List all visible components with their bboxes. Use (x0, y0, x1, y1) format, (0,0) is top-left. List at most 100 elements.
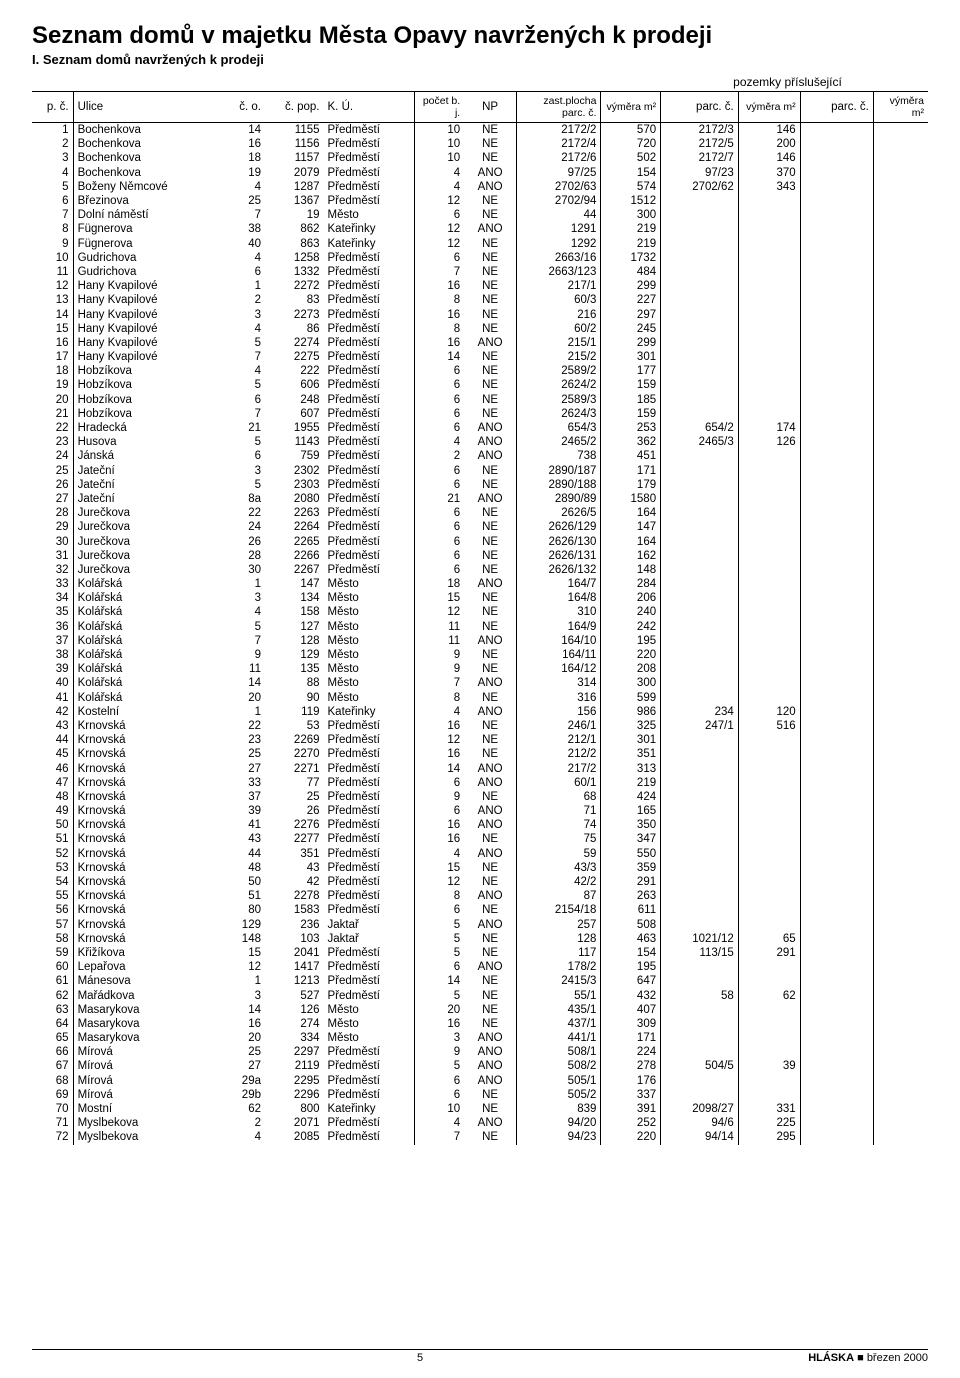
cell-ulice: Mírová (73, 1045, 215, 1059)
cell-co: 16 (215, 137, 265, 151)
cell-pop: 42 (265, 875, 324, 889)
cell-ulice: Mánesova (73, 974, 215, 988)
cell-ku: Předměstí (324, 534, 415, 548)
cell-pc: 38 (32, 648, 73, 662)
cell-pop: 26 (265, 804, 324, 818)
cell-bj: 8 (414, 889, 464, 903)
cell-ku: Předměstí (324, 435, 415, 449)
cell-pop: 2276 (265, 818, 324, 832)
cell-ulice: Krnovská (73, 747, 215, 761)
cell-p2 (800, 946, 873, 960)
cell-p1 (661, 549, 739, 563)
cell-v1 (738, 492, 800, 506)
cell-ulice: Kolářská (73, 577, 215, 591)
cell-pc: 60 (32, 960, 73, 974)
cell-vy: 219 (601, 776, 661, 790)
cell-zp: 2626/5 (517, 506, 601, 520)
cell-v2 (873, 620, 928, 634)
cell-pop: 2071 (265, 1116, 324, 1130)
cell-pop: 2079 (265, 166, 324, 180)
cell-zp: 2172/2 (517, 123, 601, 138)
cell-bj: 16 (414, 832, 464, 846)
cell-pop: 862 (265, 222, 324, 236)
cell-bj: 14 (414, 350, 464, 364)
cell-p1 (661, 307, 739, 321)
cell-co: 25 (215, 747, 265, 761)
cell-p1 (661, 691, 739, 705)
cell-p1 (661, 903, 739, 917)
cell-pop: 83 (265, 293, 324, 307)
cell-ku: Předměstí (324, 407, 415, 421)
cell-v2 (873, 378, 928, 392)
cell-v2 (873, 151, 928, 165)
cell-ku: Předměstí (324, 364, 415, 378)
cell-p1 (661, 662, 739, 676)
cell-vy: 171 (601, 1031, 661, 1045)
cell-zp: 316 (517, 691, 601, 705)
cell-pop: 236 (265, 918, 324, 932)
cell-p2 (800, 1003, 873, 1017)
cell-vy: 301 (601, 350, 661, 364)
cell-v2 (873, 364, 928, 378)
cell-vy: 219 (601, 237, 661, 251)
table-body: 1Bochenkova141155Předměstí10NE2172/25702… (32, 123, 928, 1145)
cell-zp: 164/8 (517, 591, 601, 605)
cell-v1: 331 (738, 1102, 800, 1116)
cell-pc: 21 (32, 407, 73, 421)
cell-bj: 4 (414, 847, 464, 861)
cell-v2 (873, 577, 928, 591)
cell-co: 6 (215, 265, 265, 279)
table-row: 32Jurečkova302267Předměstí6NE2626/132148 (32, 563, 928, 577)
cell-p1 (661, 605, 739, 619)
table-row: 36Kolářská5127Město11NE164/9242 (32, 620, 928, 634)
cell-bj: 12 (414, 733, 464, 747)
cell-p2 (800, 1045, 873, 1059)
cell-zp: 60/2 (517, 322, 601, 336)
cell-co: 7 (215, 350, 265, 364)
cell-p1 (661, 364, 739, 378)
cell-p2 (800, 478, 873, 492)
cell-v2 (873, 166, 928, 180)
cell-pop: 759 (265, 449, 324, 463)
col-bj: počet b. j. (414, 92, 464, 123)
cell-np: NE (464, 378, 516, 392)
cell-p2 (800, 364, 873, 378)
cell-p2 (800, 875, 873, 889)
table-row: 48Krnovská3725Předměstí9NE68424 (32, 790, 928, 804)
cell-bj: 15 (414, 861, 464, 875)
cell-v1 (738, 974, 800, 988)
cell-v1 (738, 194, 800, 208)
cell-co: 8a (215, 492, 265, 506)
cell-v1 (738, 534, 800, 548)
cell-pc: 19 (32, 378, 73, 392)
cell-vy: 484 (601, 265, 661, 279)
cell-np: NE (464, 1130, 516, 1144)
cell-v1 (738, 733, 800, 747)
cell-ku: Město (324, 591, 415, 605)
cell-ku: Kateřinky (324, 705, 415, 719)
cell-bj: 8 (414, 691, 464, 705)
cell-v2 (873, 237, 928, 251)
table-row: 56Krnovská801583Předměstí6NE2154/18611 (32, 903, 928, 917)
cell-np: NE (464, 151, 516, 165)
cell-ulice: Bochenkova (73, 123, 215, 138)
cell-p1 (661, 520, 739, 534)
cell-p2 (800, 180, 873, 194)
cell-zp: 75 (517, 832, 601, 846)
cell-p1 (661, 648, 739, 662)
cell-pop: 2269 (265, 733, 324, 747)
cell-pc: 52 (32, 847, 73, 861)
cell-v1 (738, 591, 800, 605)
cell-bj: 7 (414, 676, 464, 690)
cell-bj: 18 (414, 577, 464, 591)
cell-ku: Město (324, 620, 415, 634)
cell-p1 (661, 577, 739, 591)
cell-pc: 63 (32, 1003, 73, 1017)
cell-np: NE (464, 237, 516, 251)
cell-np: NE (464, 620, 516, 634)
cell-p2 (800, 464, 873, 478)
cell-v2 (873, 336, 928, 350)
cell-np: NE (464, 506, 516, 520)
cell-vy: 159 (601, 407, 661, 421)
table-row: 58Krnovská148103Jaktař5NE1284631021/1265 (32, 932, 928, 946)
